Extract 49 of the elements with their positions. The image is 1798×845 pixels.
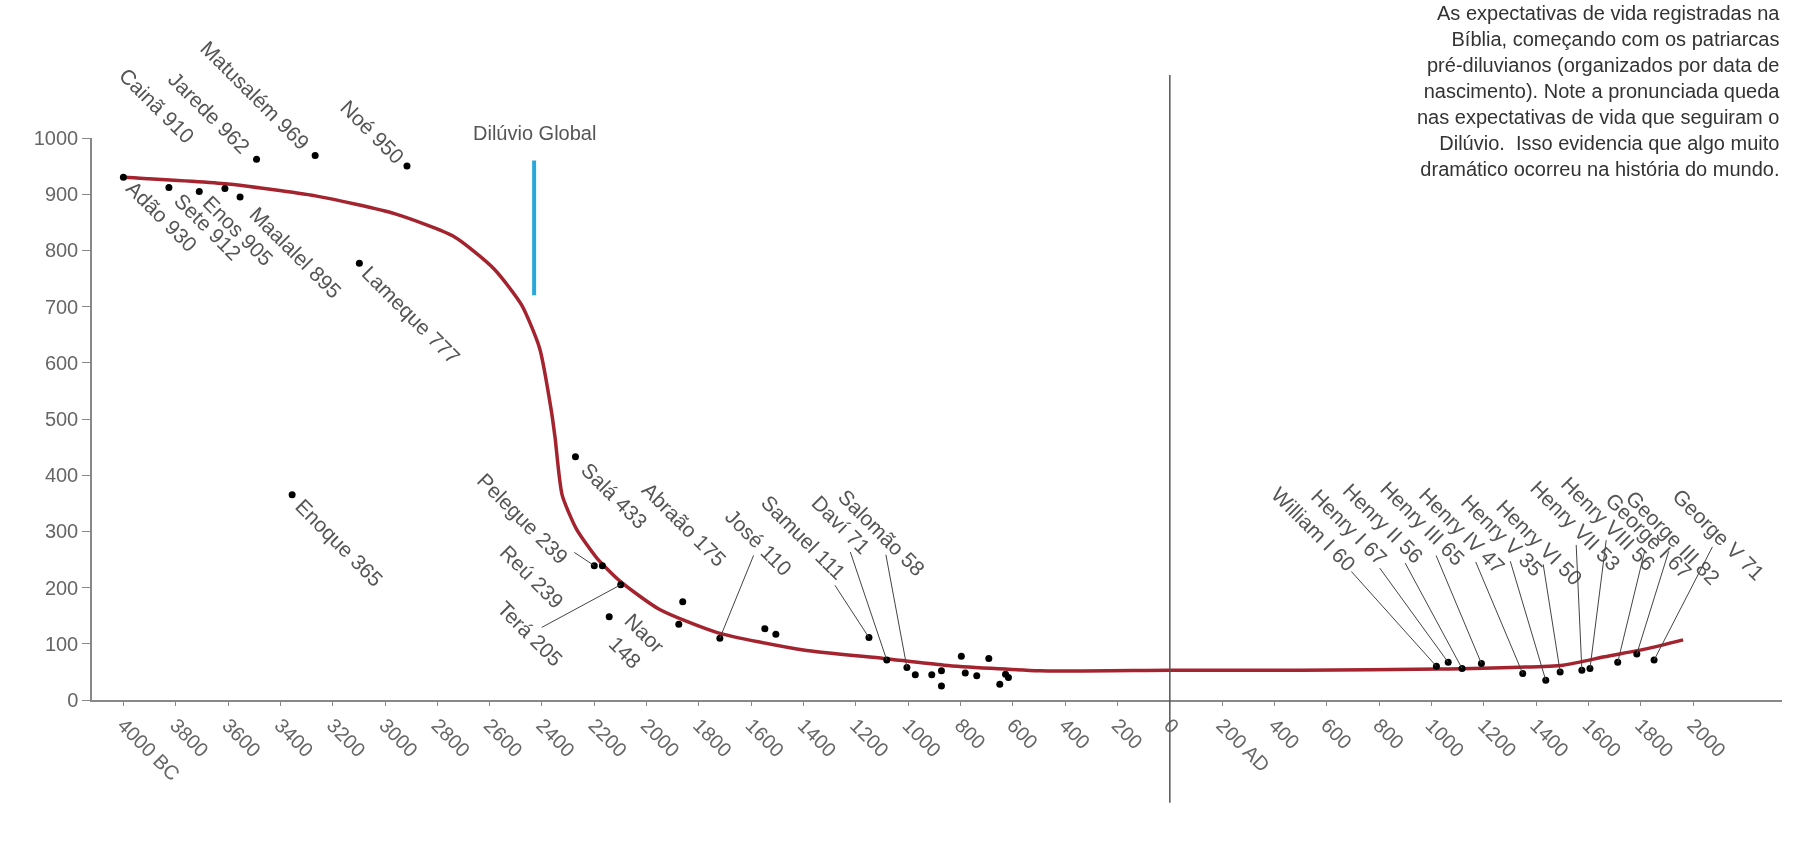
point bbox=[598, 562, 606, 570]
point bbox=[253, 155, 261, 163]
point bbox=[571, 453, 579, 461]
x-tick-label: 600 bbox=[1316, 714, 1357, 754]
point bbox=[928, 671, 936, 679]
point bbox=[937, 667, 945, 675]
y-tick-label: 600 bbox=[44, 351, 79, 374]
y-tick-label: 500 bbox=[44, 408, 79, 430]
annotation: As expectativas de vida registradas na Bíblia, começando com os patriarcas pré-diluvianos (organizados por data de nascimento). Note a pronunciada queda nas expectativas de vida que seguiram o Dilúvio. Isso evidencia que algo muito dramático ocorreu na história do mundo. bbox=[1417, 2, 1781, 180]
data-label: Noé 950 bbox=[336, 95, 409, 168]
point bbox=[311, 151, 319, 159]
y-tick-label: 200 bbox=[44, 576, 79, 599]
point bbox=[973, 672, 981, 680]
x-tick-label: 800 bbox=[1369, 714, 1409, 754]
point bbox=[675, 620, 683, 628]
x-tick-label: 600 bbox=[1002, 714, 1043, 754]
y-tick-label: 800 bbox=[44, 239, 79, 262]
ref-line-label: Dilúvio Global bbox=[473, 122, 597, 144]
point bbox=[772, 630, 780, 638]
point bbox=[679, 598, 687, 606]
point bbox=[911, 671, 919, 679]
y-tick-label: 900 bbox=[44, 183, 79, 206]
x-tick-label: 200 bbox=[1107, 714, 1147, 754]
y-tick-label: 1000 bbox=[33, 127, 79, 149]
point bbox=[985, 654, 993, 662]
y-tick-label: 300 bbox=[44, 520, 79, 543]
point bbox=[961, 669, 969, 677]
x-tick-label: 400 bbox=[1264, 714, 1304, 754]
y-tick-label: 400 bbox=[44, 464, 79, 487]
point bbox=[605, 613, 613, 621]
point bbox=[761, 625, 769, 633]
point bbox=[288, 491, 296, 499]
point bbox=[996, 680, 1004, 688]
point bbox=[355, 259, 363, 267]
y-tick-label: 700 bbox=[44, 295, 79, 318]
y-tick-label: 100 bbox=[44, 632, 79, 655]
point bbox=[903, 663, 911, 671]
point bbox=[937, 682, 945, 690]
point bbox=[403, 162, 411, 170]
point bbox=[165, 183, 173, 191]
point bbox=[957, 652, 965, 660]
point bbox=[119, 173, 127, 181]
y-tick-label: 0 bbox=[67, 689, 79, 711]
point bbox=[1004, 674, 1012, 682]
x-tick-label: 400 bbox=[1055, 714, 1095, 754]
x-tick-label: 0 bbox=[1159, 714, 1184, 738]
x-tick-label: 800 bbox=[950, 714, 990, 754]
point bbox=[221, 185, 229, 193]
point bbox=[1578, 666, 1586, 674]
